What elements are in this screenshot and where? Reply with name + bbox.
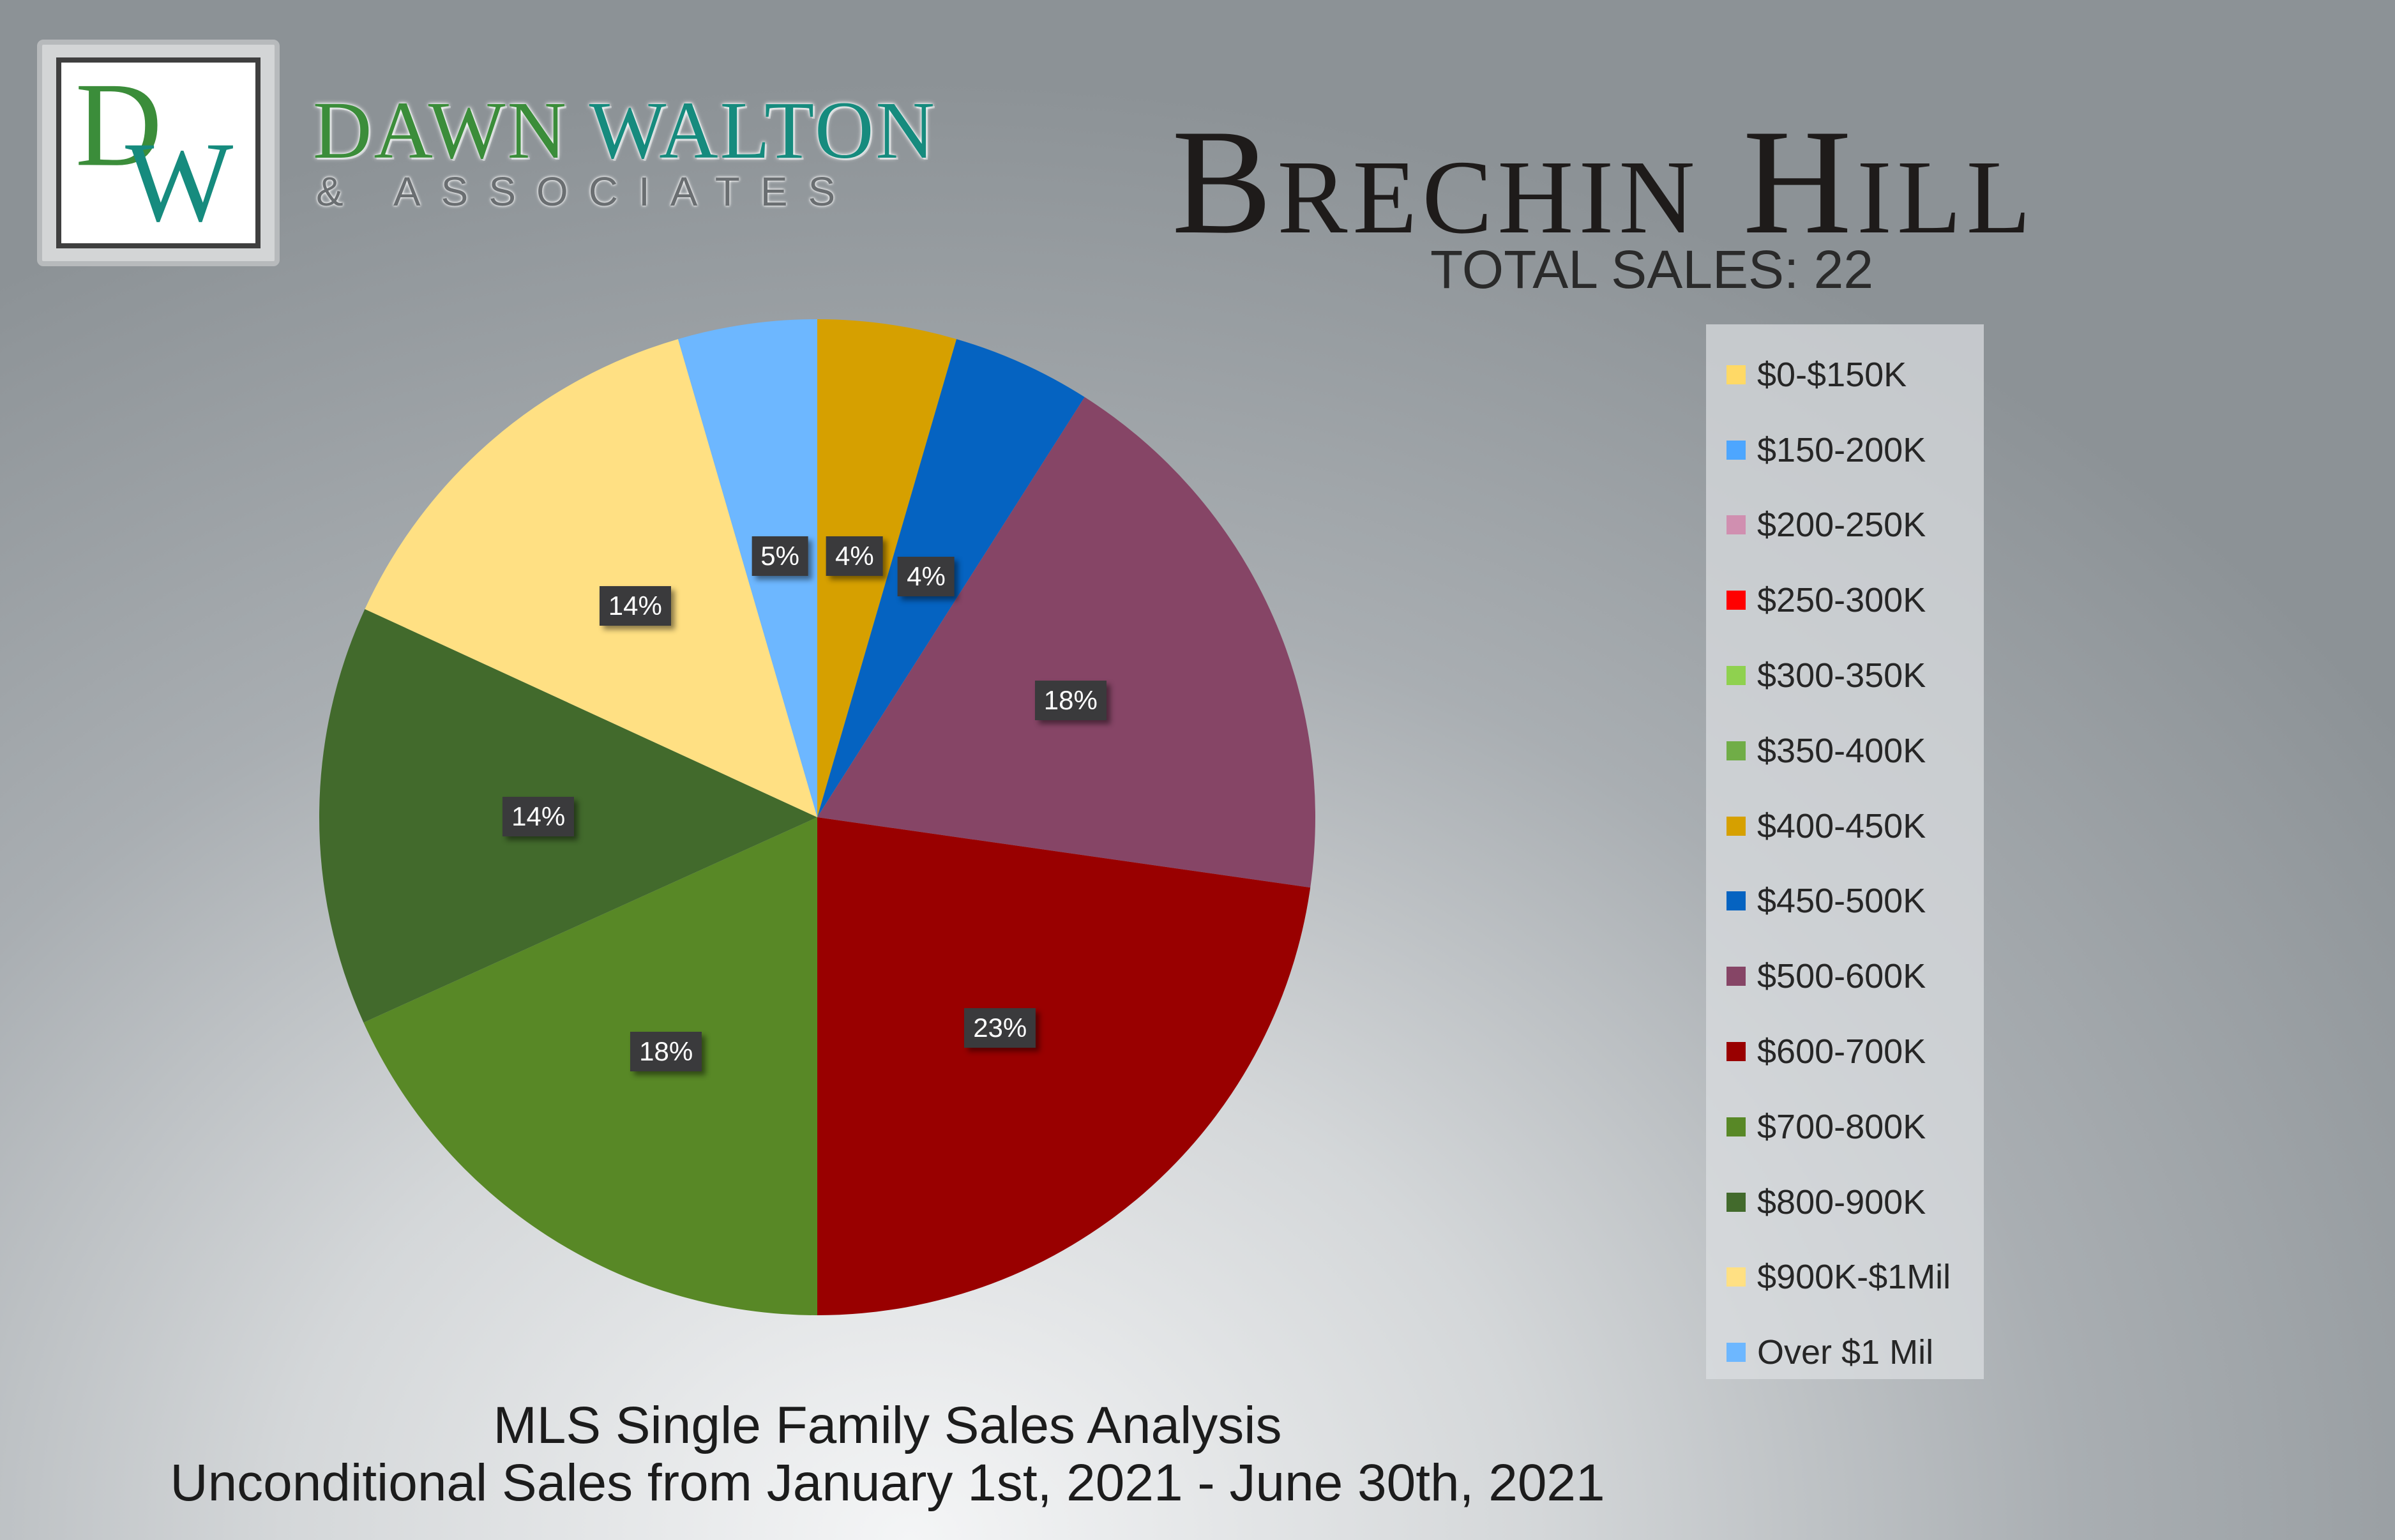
- legend-swatch: [1726, 591, 1746, 610]
- legend-item: $350-400K: [1706, 713, 1984, 789]
- legend-label: $200-250K: [1757, 506, 1926, 545]
- slice-data-label: 5%: [752, 536, 808, 576]
- pie-slice: [363, 817, 817, 1315]
- legend-swatch: [1726, 365, 1746, 384]
- slice-data-label: 18%: [1034, 681, 1107, 721]
- legend-item: $450-500K: [1706, 864, 1984, 939]
- legend-label: $500-600K: [1757, 957, 1926, 996]
- legend-item: $600-700K: [1706, 1014, 1984, 1089]
- legend-swatch: [1726, 440, 1746, 460]
- legend-item: $200-250K: [1706, 488, 1984, 563]
- footer-title: MLS Single Family Sales Analysis: [493, 1396, 1282, 1454]
- total-sales: TOTAL SALES: 22: [1430, 239, 1874, 299]
- slice-data-label: 23%: [964, 1008, 1036, 1048]
- monogram-frame: D W: [56, 57, 261, 248]
- legend-item: $300-350K: [1706, 638, 1984, 713]
- chart-title: Brechin Hill: [1172, 99, 2036, 266]
- legend-label: $350-400K: [1757, 731, 1926, 770]
- brand-logo: D W: [37, 40, 280, 266]
- legend-item: $250-300K: [1706, 562, 1984, 638]
- legend-label: $600-700K: [1757, 1032, 1926, 1071]
- legend-label: $300-350K: [1757, 656, 1926, 695]
- legend-label: $700-800K: [1757, 1107, 1926, 1146]
- legend-item: $500-600K: [1706, 939, 1984, 1014]
- svg-text:W: W: [125, 118, 233, 243]
- brand-subtitle: & ASSOCIATES: [316, 169, 856, 215]
- svg-text:D: D: [75, 63, 162, 191]
- slice-data-label: 14%: [599, 586, 671, 626]
- legend-label: $400-450K: [1757, 806, 1926, 845]
- legend-label: $0-$150K: [1757, 355, 1907, 394]
- brand-name-last: WALTON: [589, 85, 937, 176]
- legend-swatch: [1726, 1117, 1746, 1136]
- legend-item: $800-900K: [1706, 1165, 1984, 1240]
- pie-slice: [817, 319, 957, 817]
- legend-swatch: [1726, 1192, 1746, 1212]
- legend-swatch: [1726, 741, 1746, 760]
- legend-label: $900K-$1Mil: [1757, 1258, 1951, 1297]
- legend-item: $700-800K: [1706, 1089, 1984, 1165]
- legend-label: $450-500K: [1757, 882, 1926, 921]
- legend-item: Over $1 Mil: [1706, 1315, 1984, 1390]
- slice-data-label: 4%: [826, 536, 883, 576]
- legend-swatch: [1726, 967, 1746, 986]
- legend-swatch: [1726, 891, 1746, 911]
- legend-label: $250-300K: [1757, 581, 1926, 620]
- legend-label: Over $1 Mil: [1757, 1333, 1934, 1372]
- legend-swatch: [1726, 1343, 1746, 1363]
- legend-item: $400-450K: [1706, 789, 1984, 864]
- slice-data-label: 18%: [630, 1032, 702, 1072]
- slice-data-label: 14%: [502, 796, 575, 836]
- legend-swatch: [1726, 515, 1746, 535]
- pie-slice: [817, 817, 1311, 1315]
- legend-label: $150-200K: [1757, 430, 1926, 469]
- chart-legend: $0-$150K $150-200K $200-250K $250-300K $300-…: [1706, 324, 1984, 1379]
- pie-slice: [365, 339, 817, 817]
- legend-swatch: [1726, 1042, 1746, 1062]
- pie-slice: [677, 319, 817, 817]
- brand-name-first: DAWN: [313, 85, 568, 176]
- brand-name: DAWN WALTON: [313, 89, 937, 171]
- legend-swatch: [1726, 666, 1746, 686]
- legend-item: $150-200K: [1706, 412, 1984, 488]
- legend-item: $0-$150K: [1706, 337, 1984, 412]
- legend-label: $800-900K: [1757, 1182, 1926, 1221]
- legend-item: $900K-$1Mil: [1706, 1240, 1984, 1315]
- legend-swatch: [1726, 1267, 1746, 1287]
- footer-date-range: Unconditional Sales from January 1st, 20…: [170, 1454, 1605, 1512]
- pie-slice: [817, 396, 1315, 888]
- legend-swatch: [1726, 816, 1746, 836]
- monogram-mark: D W: [75, 63, 233, 243]
- slice-data-label: 4%: [898, 557, 955, 597]
